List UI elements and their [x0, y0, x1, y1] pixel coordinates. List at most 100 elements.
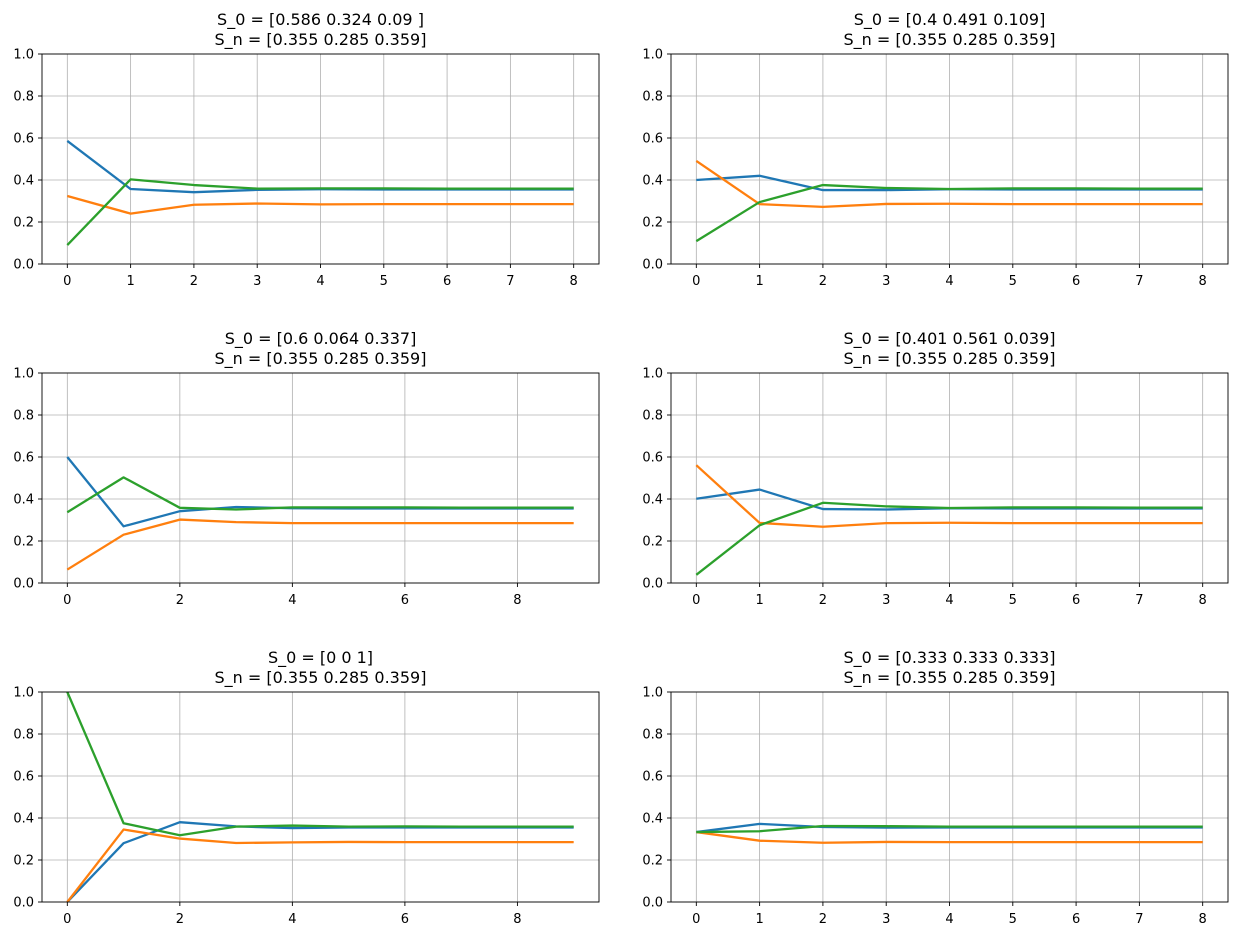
x-tick-label: 8 — [1199, 912, 1207, 927]
y-tick-label: 0.2 — [13, 216, 34, 231]
subplot-3: 0 2 4 6 8 0.0 0.2 0.4 0.6 0.8 1.0 S_0 = [0.6 0.064 … — [13, 329, 600, 608]
y-tick-label: 0.6 — [13, 770, 34, 785]
y-tick-label: 0.4 — [642, 174, 663, 189]
y-tick-label: 0.2 — [13, 854, 34, 869]
x-tick-label: 6 — [401, 593, 409, 608]
x-tick-label: 8 — [513, 593, 521, 608]
x-tick-label: 4 — [945, 593, 953, 608]
series-line-3 — [696, 824, 1203, 834]
y-tick-label: 0.4 — [13, 174, 34, 189]
y-tick-label: 0.0 — [642, 258, 663, 273]
x-tick-label: 0 — [692, 274, 700, 289]
x-tick-label: 2 — [190, 274, 198, 289]
x-tick-label: 5 — [380, 274, 388, 289]
x-tick-label: 1 — [755, 274, 763, 289]
y-tick-label: 0.6 — [642, 770, 663, 785]
series-line-3 — [695, 183, 1203, 243]
series-line-2 — [695, 159, 1203, 209]
x-tick-label: 4 — [945, 912, 953, 927]
x-tick-label: 3 — [253, 274, 261, 289]
axes-frame — [41, 691, 600, 903]
x-tick-label: 4 — [945, 274, 953, 289]
subplot-6: 0 1 2 3 4 5 6 7 8 0.0 0.2 0.4 0.6 0.8 1.0 S_0 = [0.333 … — [642, 648, 1229, 927]
x-tick-label: 7 — [1135, 274, 1143, 289]
subplot-title-line-2: S_n = [0.355 0.285 0.359] — [215, 668, 427, 688]
subplot-title-line-2: S_n = [0.355 0.285 0.359] — [844, 30, 1056, 50]
x-tick-label: 0 — [692, 593, 700, 608]
series-line-2 — [696, 830, 1203, 844]
x-tick-label: 5 — [1009, 274, 1017, 289]
series-line-2 — [695, 464, 1203, 528]
x-tick-label: 6 — [1072, 912, 1080, 927]
series-line-1 — [66, 821, 574, 902]
subplot-title-line-1: S_0 = [0.401 0.561 0.039] — [844, 329, 1056, 349]
y-tick-label: 0.4 — [13, 493, 34, 508]
y-tick-label: 0.0 — [642, 577, 663, 592]
subplot-1: 0 1 2 3 4 5 6 7 8 0.0 0.2 0.4 0.6 0.8 1.0 S_0 = [0.586 … — [13, 10, 600, 289]
x-tick-label: 0 — [63, 274, 71, 289]
y-tick-label: 0.6 — [13, 451, 34, 466]
y-tick-label: 0.8 — [642, 409, 663, 424]
x-tick-label: 0 — [63, 912, 71, 927]
x-tick-label: 8 — [1199, 274, 1207, 289]
x-tick-label: 2 — [819, 274, 827, 289]
x-tick-label: 2 — [176, 593, 184, 608]
y-tick-label: 0.6 — [642, 132, 663, 147]
x-tick-label: 7 — [1135, 593, 1143, 608]
subplot-title-line-1: S_0 = [0.4 0.491 0.109] — [854, 10, 1046, 30]
y-tick-label: 0.2 — [642, 854, 663, 869]
y-tick-label: 0.2 — [13, 535, 34, 550]
y-tick-label: 0.8 — [642, 728, 663, 743]
x-tick-label: 6 — [1072, 274, 1080, 289]
subplot-title-line-2: S_n = [0.355 0.285 0.359] — [844, 668, 1056, 688]
y-tick-label: 0.0 — [642, 896, 663, 911]
x-tick-label: 4 — [316, 274, 324, 289]
y-tick-label: 0.2 — [642, 535, 663, 550]
y-tick-label: 0.2 — [642, 216, 663, 231]
y-tick-label: 1.0 — [13, 367, 34, 382]
y-tick-label: 1.0 — [642, 367, 663, 382]
x-tick-label: 2 — [819, 593, 827, 608]
x-tick-label: 0 — [63, 593, 71, 608]
series-line-2 — [67, 194, 574, 215]
x-tick-label: 4 — [288, 593, 296, 608]
subplot-4: 0 1 2 3 4 5 6 7 8 0.0 0.2 0.4 0.6 0.8 1.0 S_0 = [0.401 … — [642, 329, 1229, 608]
series-line-3 — [695, 501, 1203, 576]
x-tick-label: 1 — [126, 274, 134, 289]
subplot-title-line-2: S_n = [0.355 0.285 0.359] — [215, 30, 427, 50]
series-line-1 — [66, 456, 574, 528]
subplot-title-line-1: S_0 = [0.6 0.064 0.337] — [225, 329, 417, 349]
y-tick-label: 0.0 — [13, 258, 34, 273]
y-tick-label: 0.8 — [13, 728, 34, 743]
axes-frame — [41, 372, 600, 584]
x-tick-label: 5 — [1009, 593, 1017, 608]
x-tick-label: 5 — [1009, 912, 1017, 927]
x-tick-label: 6 — [1072, 593, 1080, 608]
subplot-title-line-2: S_n = [0.355 0.285 0.359] — [844, 349, 1056, 369]
x-tick-label: 6 — [401, 912, 409, 927]
subplot-title-line-1: S_0 = [0.586 0.324 0.09 ] — [217, 10, 424, 30]
x-tick-label: 8 — [513, 912, 521, 927]
y-tick-label: 0.6 — [13, 132, 34, 147]
x-tick-label: 7 — [1135, 912, 1143, 927]
x-tick-label: 1 — [755, 593, 763, 608]
x-tick-label: 8 — [1199, 593, 1207, 608]
subplot-5: 0 2 4 6 8 0.0 0.2 0.4 0.6 0.8 1.0 S_0 = [0 0 1]S_n … — [13, 648, 600, 927]
y-tick-label: 0.4 — [13, 812, 34, 827]
y-tick-label: 0.8 — [13, 90, 34, 105]
series-line-3 — [66, 476, 574, 514]
y-tick-label: 0.8 — [13, 409, 34, 424]
x-tick-label: 2 — [176, 912, 184, 927]
y-tick-label: 0.8 — [642, 90, 663, 105]
subplot-2: 0 1 2 3 4 5 6 7 8 0.0 0.2 0.4 0.6 0.8 1.0 S_0 = [0.4 0.… — [642, 10, 1229, 289]
x-tick-label: 2 — [819, 912, 827, 927]
series-line-3 — [66, 178, 574, 246]
subplot-title-line-1: S_0 = [0 0 1] — [268, 648, 373, 668]
y-tick-label: 1.0 — [642, 48, 663, 63]
y-tick-label: 0.0 — [13, 896, 34, 911]
y-tick-label: 0.0 — [13, 577, 34, 592]
x-tick-label: 3 — [882, 274, 890, 289]
x-tick-label: 1 — [755, 912, 763, 927]
x-tick-label: 6 — [443, 274, 451, 289]
